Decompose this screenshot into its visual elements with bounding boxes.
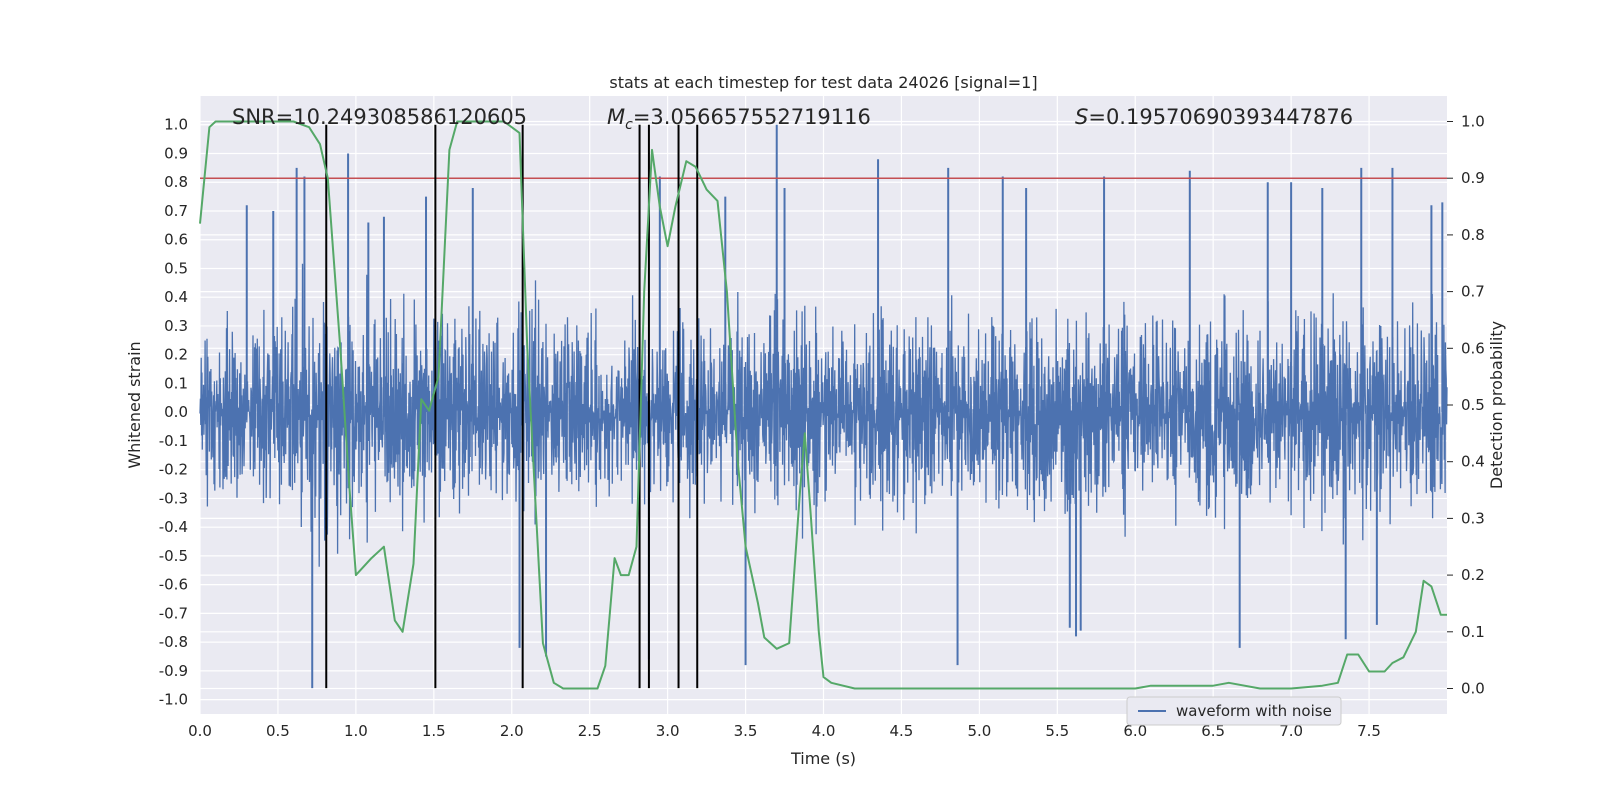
- s-annotation: S=0.19570690393447876: [1075, 105, 1353, 129]
- y-tick-label: -0.2: [159, 461, 188, 479]
- waveform-trace: [199, 263, 1448, 567]
- x-tick-label: 0.0: [188, 722, 212, 740]
- mc-symbol: M: [607, 105, 625, 129]
- mc-annotation: Mc=3.056657552719116: [607, 105, 871, 133]
- y-tick-label: 1.0: [164, 116, 188, 134]
- x-tick-label: 5.5: [1045, 722, 1069, 740]
- mc-value: =3.056657552719116: [633, 105, 871, 129]
- y-tick-label: -0.6: [159, 576, 188, 594]
- x-axis-label: Time (s): [790, 749, 856, 768]
- y-tick-label: 0.1: [164, 374, 188, 392]
- y2-tick-label: 0.4: [1461, 453, 1485, 471]
- y-tick-label: 0.5: [164, 259, 188, 277]
- y2-tick-label: 0.8: [1461, 226, 1485, 244]
- legend-label: waveform with noise: [1176, 702, 1332, 720]
- y2-axis-label: Detection probability: [1487, 321, 1506, 489]
- chart-title: stats at each timestep for test data 240…: [609, 73, 1037, 92]
- x-tick-label: 1.0: [344, 722, 368, 740]
- x-tick-label: 6.0: [1123, 722, 1147, 740]
- x-tick-label: 2.0: [500, 722, 524, 740]
- s-symbol: S: [1075, 105, 1088, 129]
- x-tick-label: 3.0: [656, 722, 680, 740]
- x-tick-label: 0.5: [266, 722, 290, 740]
- y2-tick-label: 0.7: [1461, 283, 1485, 301]
- y-tick-label: -0.8: [159, 633, 188, 651]
- x-tick-label: 3.5: [734, 722, 758, 740]
- y-tick-labels: -1.0 -0.9 -0.8 -0.7 -0.6 -0.5 -0.4 -0.3 -0.2 -0.1…: [159, 116, 188, 709]
- y-tick-label: -0.1: [159, 432, 188, 450]
- y-tick-label: 0.9: [164, 144, 188, 162]
- y-tick-label: -1.0: [159, 691, 188, 709]
- y2-tick-label: 1.0: [1461, 113, 1485, 131]
- y-tick-label: 0.0: [164, 403, 188, 421]
- s-value: =0.19570690393447876: [1088, 105, 1353, 129]
- y2-tick-label: 0.5: [1461, 396, 1485, 414]
- y-axis-label: Whitened strain: [125, 341, 144, 468]
- snr-annotation: SNR=10.249308586120605: [232, 105, 527, 129]
- y-tick-label: 0.3: [164, 317, 188, 335]
- y-tick-label: -0.7: [159, 604, 188, 622]
- y2-tick-label: 0.2: [1461, 566, 1485, 584]
- probability-series: [199, 120, 1447, 690]
- probability-line: [199, 120, 1447, 690]
- y-tick-label: 0.6: [164, 231, 188, 249]
- y-tick-label: 0.8: [164, 173, 188, 191]
- y2-tick-label: 0.9: [1461, 169, 1485, 187]
- x-tick-label: 7.5: [1357, 722, 1381, 740]
- waveform-series: [199, 124, 1448, 689]
- y-tick-label: 0.7: [164, 202, 188, 220]
- x-tick-labels: 0.0 0.5 1.0 1.5 2.0 2.5 3.0 3.5 4.0 4.5 5.0 5.5 6.0 6…: [188, 722, 1381, 740]
- x-tick-label: 2.5: [578, 722, 602, 740]
- x-tick-label: 7.0: [1279, 722, 1303, 740]
- y-tick-label: -0.4: [159, 518, 188, 536]
- marker-lines: [325, 124, 699, 689]
- x-tick-label: 5.0: [967, 722, 991, 740]
- y-tick-label: 0.4: [164, 288, 188, 306]
- y-tick-label: -0.9: [159, 662, 188, 680]
- y2-tick-label: 0.1: [1461, 623, 1485, 641]
- y2-tick-label: 0.0: [1461, 679, 1485, 697]
- legend: waveform with noise: [1126, 696, 1342, 726]
- y2-tick-label: 0.6: [1461, 339, 1485, 357]
- x-tick-label: 4.5: [890, 722, 914, 740]
- y-tick-label: -0.3: [159, 489, 188, 507]
- mc-subscript: c: [625, 117, 633, 133]
- x-tick-label: 1.5: [422, 722, 446, 740]
- x-tick-label: 6.5: [1201, 722, 1225, 740]
- y2-tick-labels: 0.0 0.1 0.2 0.3 0.4 0.5 0.6 0.7 0.8 0.9 1.0: [1447, 113, 1485, 697]
- legend-box: [1126, 696, 1342, 726]
- y-tick-label: -0.5: [159, 547, 188, 565]
- y2-tick-label: 0.3: [1461, 509, 1485, 527]
- y-tick-label: 0.2: [164, 346, 188, 364]
- x-tick-label: 4.0: [812, 722, 836, 740]
